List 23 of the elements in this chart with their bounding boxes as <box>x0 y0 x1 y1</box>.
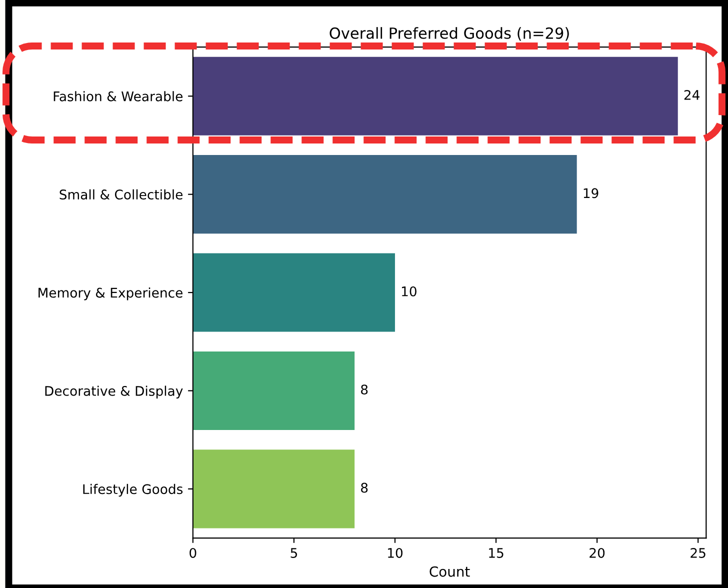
x-tick-label: 5 <box>290 548 297 558</box>
x-tick-label: 20 <box>590 548 605 558</box>
data-label: 8 <box>361 384 368 395</box>
x-tick-label: 15 <box>489 548 504 558</box>
x-tick-label: 10 <box>388 548 402 558</box>
chart-title: Overall Preferred Goods (n=29) <box>330 27 569 41</box>
y-tick-label: Lifestyle Goods <box>83 484 183 497</box>
x-tick-label: 25 <box>690 548 706 558</box>
data-label: 19 <box>584 188 598 198</box>
y-tick-label: Small & Collectible <box>60 189 182 200</box>
y-tick-label: Decorative & Display <box>45 386 183 398</box>
data-label: 10 <box>402 286 416 296</box>
x-axis-title: Count <box>430 566 470 577</box>
bar <box>192 56 678 136</box>
data-label: 24 <box>684 90 700 100</box>
x-tick-label: 0 <box>190 548 196 558</box>
bar <box>192 155 577 234</box>
bar <box>192 253 395 332</box>
bar <box>192 450 355 528</box>
y-tick-label: Fashion & Wearable <box>54 91 182 102</box>
data-label: 8 <box>361 482 368 493</box>
bar <box>192 351 355 430</box>
y-tick-label: Memory & Experience <box>38 288 182 300</box>
